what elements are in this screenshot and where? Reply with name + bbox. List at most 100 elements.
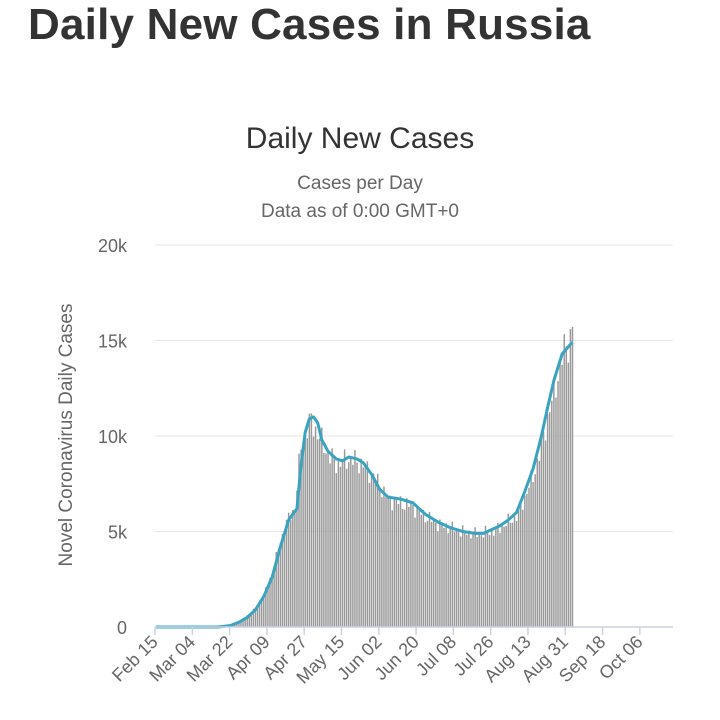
bar <box>449 528 451 627</box>
bar <box>507 513 510 627</box>
bar <box>443 527 445 627</box>
bar <box>464 530 466 627</box>
bar <box>310 413 313 627</box>
bar <box>318 438 321 627</box>
bar <box>435 522 437 627</box>
bar <box>430 521 433 627</box>
bar <box>333 458 335 627</box>
chart-title: Daily New Cases <box>246 122 474 155</box>
bar <box>486 532 489 627</box>
bar <box>348 462 350 627</box>
bar <box>526 493 528 627</box>
page-title: Daily New Cases in Russia <box>28 0 591 49</box>
bar <box>470 538 472 627</box>
bar <box>354 449 356 627</box>
bar <box>422 509 425 627</box>
bar <box>451 521 454 627</box>
bar <box>273 567 275 627</box>
bar <box>457 531 460 627</box>
bar <box>505 525 507 627</box>
bar <box>432 519 435 627</box>
x-tick-label: Jul 08 <box>412 632 460 680</box>
bar <box>453 531 456 627</box>
bar <box>551 400 553 627</box>
bar <box>488 535 491 627</box>
bar <box>538 460 541 627</box>
bar <box>335 473 338 627</box>
y-tick-label: 0 <box>117 618 127 638</box>
bar <box>356 462 358 627</box>
bar <box>329 463 331 627</box>
bar <box>501 525 503 627</box>
bar <box>428 511 431 627</box>
bar <box>461 525 464 627</box>
bar <box>325 453 327 627</box>
bar <box>426 520 429 627</box>
bar <box>364 463 367 627</box>
bar <box>493 535 495 627</box>
bar <box>412 504 414 627</box>
bar <box>468 530 470 627</box>
bar <box>374 482 377 627</box>
bar <box>383 486 385 627</box>
bar <box>294 512 296 627</box>
bar <box>242 617 244 627</box>
bar <box>447 533 449 627</box>
bar <box>509 522 512 627</box>
bar <box>271 575 273 627</box>
bar <box>389 495 391 627</box>
bar <box>372 473 375 627</box>
bar <box>542 431 545 627</box>
bar <box>387 495 389 627</box>
bar <box>331 448 333 627</box>
bar <box>385 497 387 627</box>
bar <box>528 487 530 627</box>
bar <box>287 512 290 627</box>
bar <box>256 604 259 627</box>
bar <box>296 490 298 627</box>
bar <box>302 443 304 627</box>
bar <box>495 526 497 627</box>
bar <box>408 506 410 627</box>
bar <box>559 359 561 627</box>
y-tick-label: 20k <box>98 236 128 256</box>
bar <box>265 587 267 627</box>
bar <box>571 326 574 627</box>
bar <box>569 329 572 627</box>
bar <box>248 613 251 627</box>
bar <box>445 523 447 627</box>
bar <box>339 466 342 627</box>
bar <box>308 413 311 627</box>
bar <box>565 346 568 627</box>
bar <box>395 498 398 627</box>
bar <box>517 506 520 627</box>
bar <box>314 426 317 627</box>
bar <box>358 473 360 627</box>
bar <box>327 450 329 627</box>
bar <box>352 464 354 627</box>
bar <box>555 397 557 627</box>
y-axis-label: Novel Coronavirus Daily Cases <box>56 304 77 567</box>
bar <box>252 608 255 627</box>
bar <box>368 482 371 627</box>
bar <box>267 585 269 627</box>
bar <box>532 481 534 627</box>
bar <box>289 520 292 627</box>
bar <box>263 593 265 627</box>
bar <box>285 519 288 627</box>
bar <box>401 508 404 627</box>
bar <box>418 508 420 627</box>
bar <box>323 453 325 627</box>
bar <box>567 362 570 627</box>
bar <box>563 334 565 627</box>
gridlines <box>155 244 673 532</box>
moving-average-line <box>156 341 574 629</box>
bar <box>316 439 319 627</box>
bar <box>459 536 462 627</box>
bar <box>366 461 369 627</box>
bar <box>362 467 364 627</box>
bar <box>283 535 286 627</box>
bar <box>441 522 443 627</box>
bar <box>254 607 257 627</box>
